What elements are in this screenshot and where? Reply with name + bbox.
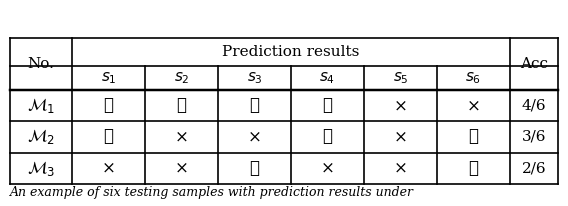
- Text: $s_4$: $s_4$: [319, 70, 336, 86]
- Text: ×: ×: [394, 160, 407, 177]
- Text: $s_6$: $s_6$: [465, 70, 482, 86]
- Text: ×: ×: [102, 160, 115, 177]
- Text: 2/6: 2/6: [521, 161, 546, 175]
- Text: ✓: ✓: [323, 97, 332, 114]
- Text: ✓: ✓: [249, 160, 260, 177]
- Text: $s_5$: $s_5$: [392, 70, 408, 86]
- Text: $\mathcal{M}_3$: $\mathcal{M}_3$: [27, 159, 55, 178]
- Text: $s_1$: $s_1$: [101, 70, 116, 86]
- Text: ×: ×: [466, 97, 481, 114]
- Text: Prediction results: Prediction results: [222, 45, 360, 59]
- Text: ✓: ✓: [249, 97, 260, 114]
- Text: No.: No.: [28, 57, 55, 71]
- Text: $s_2$: $s_2$: [174, 70, 189, 86]
- Text: $s_3$: $s_3$: [247, 70, 262, 86]
- Text: An example of six testing samples with prediction results under: An example of six testing samples with p…: [10, 186, 414, 199]
- Text: ✓: ✓: [469, 160, 478, 177]
- Text: 4/6: 4/6: [521, 99, 546, 113]
- Text: ×: ×: [174, 129, 189, 145]
- Text: $\mathcal{M}_1$: $\mathcal{M}_1$: [27, 96, 55, 115]
- Text: Acc: Acc: [520, 57, 548, 71]
- Text: ×: ×: [320, 160, 335, 177]
- Text: $\mathcal{M}_2$: $\mathcal{M}_2$: [27, 128, 55, 146]
- Text: ✓: ✓: [469, 129, 478, 145]
- Text: ×: ×: [174, 160, 189, 177]
- Text: ×: ×: [248, 129, 261, 145]
- Text: ✓: ✓: [103, 129, 114, 145]
- Text: 3/6: 3/6: [522, 130, 546, 144]
- Text: ✓: ✓: [323, 129, 332, 145]
- Text: ✓: ✓: [103, 97, 114, 114]
- Text: ×: ×: [394, 97, 407, 114]
- Text: ✓: ✓: [177, 97, 186, 114]
- Text: ×: ×: [394, 129, 407, 145]
